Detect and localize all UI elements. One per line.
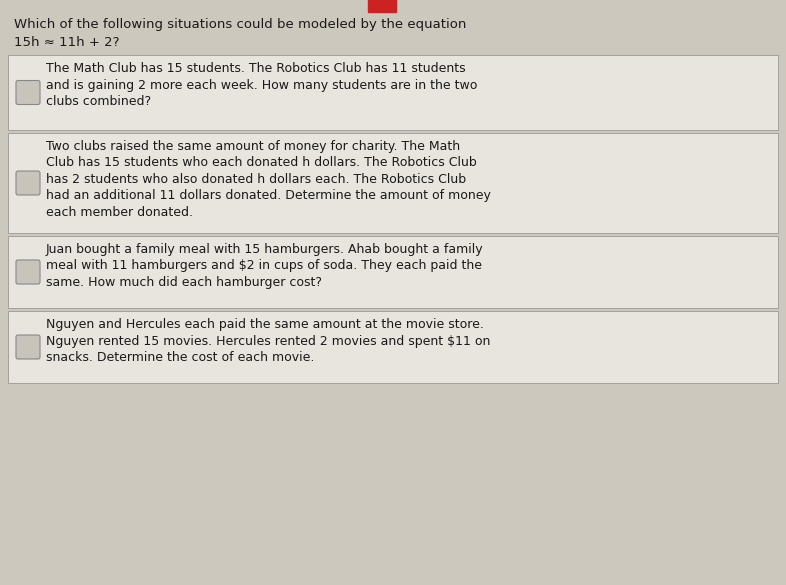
Text: Nguyen and Hercules each paid the same amount at the movie store.
Nguyen rented : Nguyen and Hercules each paid the same a… bbox=[46, 318, 490, 364]
FancyBboxPatch shape bbox=[8, 55, 778, 130]
FancyBboxPatch shape bbox=[8, 311, 778, 383]
Text: Which of the following situations could be modeled by the equation: Which of the following situations could … bbox=[14, 18, 466, 31]
FancyBboxPatch shape bbox=[16, 260, 40, 284]
FancyBboxPatch shape bbox=[8, 133, 778, 233]
Text: 15h ≈ 11h + 2?: 15h ≈ 11h + 2? bbox=[14, 36, 119, 49]
FancyBboxPatch shape bbox=[16, 81, 40, 105]
FancyBboxPatch shape bbox=[368, 0, 396, 12]
FancyBboxPatch shape bbox=[16, 171, 40, 195]
Text: Juan bought a family meal with 15 hamburgers. Ahab bought a family
meal with 11 : Juan bought a family meal with 15 hambur… bbox=[46, 243, 483, 289]
Text: Two clubs raised the same amount of money for charity. The Math
Club has 15 stud: Two clubs raised the same amount of mone… bbox=[46, 140, 491, 219]
Text: The Math Club has 15 students. The Robotics Club has 11 students
and is gaining : The Math Club has 15 students. The Robot… bbox=[46, 62, 477, 108]
FancyBboxPatch shape bbox=[16, 335, 40, 359]
FancyBboxPatch shape bbox=[8, 236, 778, 308]
